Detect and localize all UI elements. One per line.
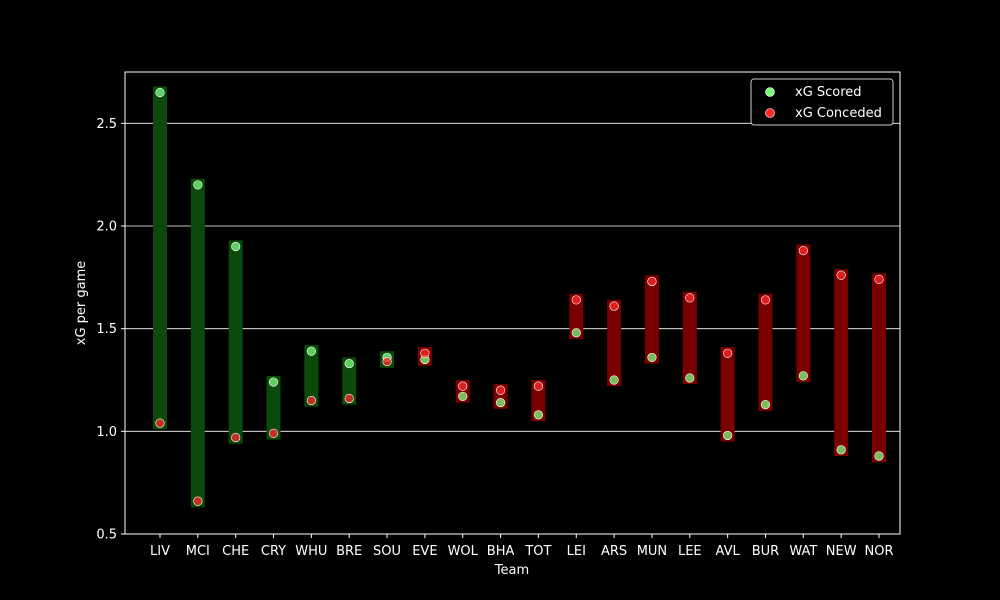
x-tick-label: NEW: [826, 544, 857, 559]
point-xg-conceded: [268, 428, 279, 438]
x-tick-label: EVE: [412, 544, 437, 559]
range-bar: [607, 299, 622, 387]
point-xg-scored: [685, 373, 695, 383]
point-xg-conceded: [155, 418, 165, 428]
x-axis-title: Team: [494, 563, 529, 578]
legend-label-xg-scored: xG Scored: [795, 85, 862, 100]
range-bar: [682, 291, 697, 385]
range-bar: [531, 380, 546, 422]
point-xg-conceded: [836, 270, 846, 280]
range-bar: [758, 293, 773, 411]
x-tick-label: BRE: [336, 544, 362, 559]
x-tick-label: LIV: [150, 544, 170, 559]
range-bar: [304, 345, 319, 407]
x-tick-label: NOR: [865, 544, 894, 559]
x-tick-label: MUN: [637, 544, 667, 559]
point-xg-scored: [344, 358, 354, 369]
legend: xG Scored xG Conceded: [750, 78, 894, 126]
point-xg-scored: [723, 430, 733, 441]
y-tick-label: 2.5: [96, 117, 117, 132]
x-tick-label: WOL: [448, 544, 479, 559]
point-xg-conceded: [382, 356, 392, 367]
point-xg-scored: [306, 346, 316, 356]
range-bar: [834, 269, 849, 456]
x-tick-label: MCI: [186, 544, 210, 559]
x-tick-label: BUR: [752, 544, 779, 559]
y-axis-title: xG per game: [74, 261, 89, 346]
point-xg-conceded: [760, 295, 771, 305]
x-tick-label: WHU: [295, 544, 327, 559]
range-bar: [872, 273, 886, 463]
point-xg-scored: [760, 400, 771, 410]
point-xg-scored: [268, 377, 279, 387]
legend-marker-xg-conceded: [765, 108, 775, 118]
plot-frame: [124, 71, 901, 535]
point-xg-scored: [458, 391, 468, 402]
point-xg-scored: [495, 397, 506, 408]
x-tick-label: CRY: [261, 544, 286, 559]
legend-marker-xg-scored: [765, 87, 775, 97]
x-tick-label: AVL: [716, 544, 741, 559]
x-tick-label: SOU: [373, 544, 401, 559]
data-points: [155, 87, 884, 506]
range-bar: [342, 357, 357, 405]
point-xg-scored: [836, 445, 846, 455]
point-xg-scored: [571, 328, 581, 338]
x-tick-label: LEI: [567, 544, 586, 559]
point-xg-scored: [231, 241, 241, 252]
point-xg-conceded: [874, 274, 884, 284]
point-xg-scored: [798, 371, 808, 381]
y-tick-label: 1.5: [96, 322, 117, 337]
x-tick-label: CHE: [222, 544, 249, 559]
point-xg-scored: [874, 451, 884, 461]
point-xg-conceded: [420, 348, 430, 358]
point-xg-conceded: [571, 295, 581, 305]
point-xg-conceded: [306, 395, 316, 406]
point-xg-conceded: [723, 348, 733, 358]
point-xg-scored: [155, 87, 165, 98]
point-xg-conceded: [685, 293, 695, 303]
y-axis-ticks: 0.5 1.0 1.5 2.0 2.5: [96, 117, 125, 543]
point-xg-conceded: [193, 496, 203, 506]
point-xg-conceded: [533, 381, 544, 391]
range-bar: [569, 293, 584, 339]
y-tick-label: 2.0: [96, 220, 117, 235]
point-xg-conceded: [458, 381, 468, 391]
point-xg-scored: [647, 352, 657, 363]
range-bar: [720, 347, 735, 442]
y-tick-label: 1.0: [96, 425, 117, 440]
x-tick-label: WAT: [789, 544, 817, 559]
x-tick-label: TOT: [524, 544, 551, 559]
point-xg-conceded: [231, 432, 241, 443]
point-xg-conceded: [609, 301, 619, 311]
point-xg-conceded: [495, 385, 506, 395]
point-xg-conceded: [647, 276, 657, 287]
y-tick-label: 0.5: [96, 528, 117, 543]
point-xg-scored: [533, 410, 544, 420]
gridlines: [125, 122, 900, 432]
point-xg-conceded: [798, 246, 808, 256]
x-tick-label: BHA: [487, 544, 515, 559]
x-axis-ticks: LIV MCI CHE CRY WHU BRE SOU EVE WOL BHA TOT LEI ARS M…: [150, 534, 894, 559]
point-xg-scored: [193, 180, 203, 190]
legend-box: [750, 78, 894, 126]
point-xg-conceded: [344, 393, 354, 404]
range-bar: [228, 240, 243, 444]
range-bar: [266, 375, 281, 440]
range-bar: [644, 275, 659, 364]
point-xg-scored: [609, 375, 619, 385]
x-tick-label: ARS: [601, 544, 627, 559]
x-tick-label: LEE: [678, 544, 702, 559]
range-bar: [796, 244, 811, 383]
range-bar: [153, 86, 167, 430]
legend-label-xg-conceded: xG Conceded: [795, 106, 882, 121]
range-bar: [190, 178, 205, 508]
